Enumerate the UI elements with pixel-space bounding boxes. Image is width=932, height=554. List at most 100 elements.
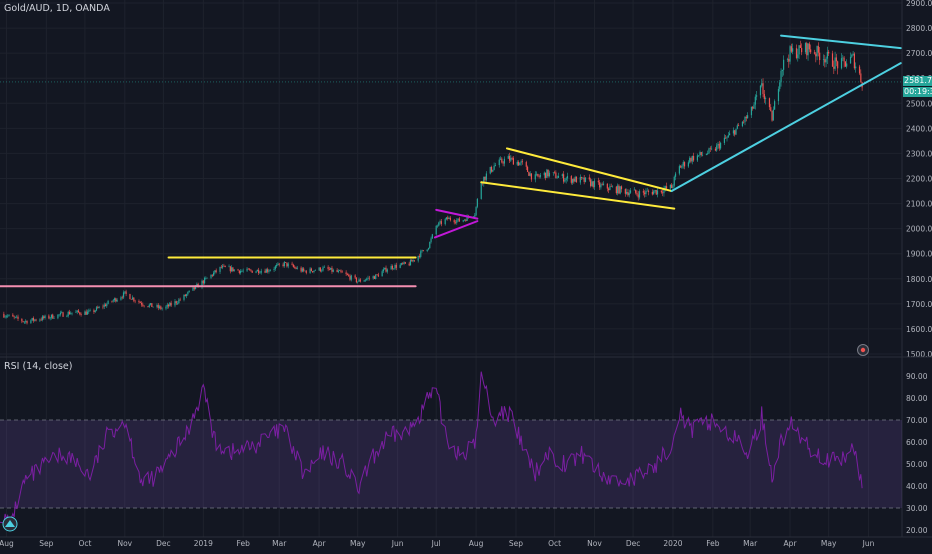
- candle-body: [363, 280, 365, 282]
- candle-body: [671, 184, 673, 188]
- candle-body: [364, 279, 367, 281]
- candle-body: [5, 316, 8, 318]
- price-tick-label: 1900.000: [906, 250, 932, 259]
- candle-body: [349, 275, 351, 280]
- candle-body: [777, 88, 780, 102]
- candle-body: [201, 280, 203, 288]
- candle-body: [858, 66, 861, 74]
- candle-body: [219, 266, 221, 272]
- candle-body: [355, 277, 358, 283]
- candle-body: [188, 290, 190, 293]
- candle-body: [853, 53, 855, 69]
- rsi-tick-label: 40.00: [906, 482, 928, 491]
- candle-body: [192, 287, 194, 291]
- candle-body: [822, 59, 825, 61]
- candle-body: [35, 319, 37, 321]
- candle-body: [274, 266, 276, 269]
- candle-body: [538, 176, 540, 177]
- candle-body: [77, 310, 80, 313]
- candle-body: [624, 189, 626, 194]
- candle-body: [475, 206, 477, 216]
- candle-body: [103, 304, 105, 307]
- candle-body: [752, 106, 754, 109]
- candle-body: [211, 274, 213, 276]
- candle-body: [544, 172, 547, 178]
- candle-body: [723, 137, 726, 143]
- candle-body: [737, 125, 740, 127]
- candle-body: [480, 182, 482, 199]
- candle-body: [645, 190, 647, 195]
- candle-body: [526, 166, 529, 172]
- candle-body: [716, 145, 718, 151]
- candle-body: [860, 73, 862, 83]
- candle-body: [484, 176, 486, 180]
- rsi-tick-label: 90.00: [906, 372, 928, 381]
- candle-body: [354, 275, 356, 278]
- candle-body: [462, 220, 464, 222]
- candle-body: [849, 56, 852, 64]
- candle-body: [148, 304, 150, 307]
- candle-body: [642, 191, 644, 193]
- candle-body: [474, 215, 476, 217]
- candle-body: [116, 299, 118, 302]
- candle-body: [512, 158, 515, 165]
- candle-body: [606, 183, 608, 189]
- candle-body: [732, 130, 735, 134]
- candle-body: [125, 291, 127, 295]
- candle-body: [465, 219, 467, 221]
- rsi-title: RSI (14, close): [4, 361, 73, 372]
- candle-body: [246, 268, 248, 271]
- candle-body: [313, 270, 315, 272]
- candle-body: [185, 294, 188, 297]
- candle-body: [683, 162, 686, 167]
- candle-body: [546, 169, 548, 178]
- candle-body: [193, 287, 195, 290]
- candle-body: [259, 272, 261, 274]
- candle-body: [393, 268, 395, 270]
- candle-body: [366, 278, 368, 280]
- candle-body: [783, 59, 785, 70]
- candle-body: [183, 294, 185, 300]
- time-tick-label: Mar: [272, 539, 287, 548]
- candle-body: [232, 267, 234, 272]
- candle-body: [210, 274, 212, 278]
- candle-body: [359, 279, 361, 282]
- candle-body: [617, 185, 619, 194]
- candle-body: [286, 262, 288, 267]
- candle-body: [627, 192, 629, 196]
- candle-body: [202, 280, 204, 284]
- candle-body: [753, 104, 755, 109]
- candle-body: [535, 173, 538, 175]
- candle-body: [88, 310, 90, 312]
- rsi-tick-label: 20.00: [906, 526, 928, 535]
- candle-body: [750, 106, 753, 116]
- candle-body: [660, 190, 662, 193]
- candle-body: [264, 270, 266, 273]
- candle-body: [698, 155, 700, 156]
- candle-body: [718, 143, 720, 149]
- candle-body: [699, 152, 701, 156]
- candle-body: [115, 298, 117, 302]
- candle-body: [599, 182, 601, 188]
- candle-body: [691, 155, 693, 162]
- candle-body: [755, 95, 758, 97]
- logo-icon-mark: [5, 520, 15, 527]
- candle-body: [422, 250, 424, 252]
- candle-body: [134, 300, 136, 302]
- candle-body: [205, 277, 207, 279]
- candle-body: [745, 116, 747, 119]
- candle-body: [664, 186, 666, 189]
- candle-body: [844, 61, 846, 67]
- candle-body: [304, 270, 306, 272]
- candle-body: [413, 260, 415, 261]
- candle-body: [846, 63, 848, 67]
- time-tick-label: Feb: [706, 539, 720, 548]
- candle-body: [454, 222, 457, 223]
- cyan-top-line: [780, 34, 902, 50]
- candle-body: [835, 57, 837, 62]
- time-tick-label: Mar: [743, 539, 758, 548]
- candle-body: [222, 265, 224, 268]
- candle-body: [725, 137, 727, 139]
- candle-body: [689, 158, 691, 163]
